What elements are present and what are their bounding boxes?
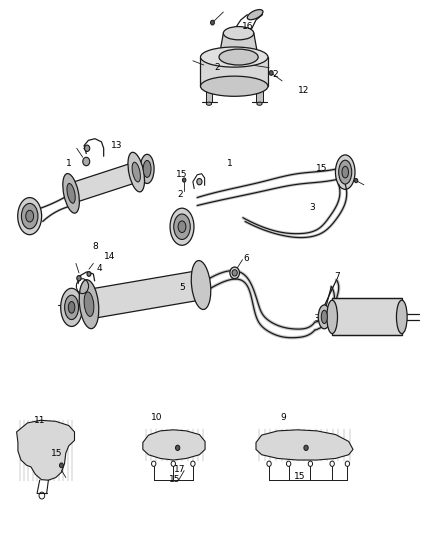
- Ellipse shape: [60, 463, 64, 468]
- Polygon shape: [206, 86, 212, 102]
- Ellipse shape: [339, 160, 352, 184]
- Text: 8: 8: [92, 242, 98, 251]
- Ellipse shape: [206, 102, 212, 106]
- Ellipse shape: [321, 310, 327, 324]
- Ellipse shape: [269, 70, 273, 75]
- Polygon shape: [256, 86, 262, 102]
- Text: 2: 2: [273, 70, 279, 79]
- Text: 15: 15: [294, 472, 305, 481]
- Text: 16: 16: [241, 22, 253, 31]
- Text: 14: 14: [104, 253, 115, 262]
- Ellipse shape: [304, 445, 308, 450]
- Text: 17: 17: [174, 465, 186, 473]
- Ellipse shape: [143, 160, 151, 177]
- Polygon shape: [219, 33, 258, 57]
- Text: 15: 15: [51, 449, 63, 458]
- Text: 11: 11: [34, 416, 46, 425]
- Ellipse shape: [140, 155, 154, 183]
- Ellipse shape: [232, 270, 237, 276]
- Ellipse shape: [336, 155, 355, 189]
- Text: 2: 2: [177, 190, 183, 199]
- Ellipse shape: [174, 214, 190, 239]
- Ellipse shape: [191, 261, 211, 310]
- Text: 6: 6: [244, 254, 249, 263]
- Ellipse shape: [396, 300, 407, 334]
- Ellipse shape: [87, 272, 91, 276]
- Ellipse shape: [77, 276, 81, 281]
- Ellipse shape: [68, 302, 75, 313]
- Ellipse shape: [211, 20, 215, 25]
- Ellipse shape: [67, 183, 75, 203]
- Text: 12: 12: [298, 86, 310, 95]
- Ellipse shape: [132, 162, 141, 182]
- Polygon shape: [87, 270, 203, 319]
- Ellipse shape: [342, 166, 349, 178]
- Text: 7: 7: [335, 271, 340, 280]
- Ellipse shape: [223, 27, 254, 40]
- Text: 15: 15: [176, 170, 188, 179]
- Ellipse shape: [219, 49, 258, 65]
- Ellipse shape: [257, 102, 262, 106]
- Ellipse shape: [65, 295, 78, 320]
- Text: 15: 15: [315, 164, 327, 173]
- Text: 4: 4: [96, 264, 102, 272]
- Ellipse shape: [197, 179, 202, 185]
- Ellipse shape: [61, 288, 82, 327]
- Text: 3: 3: [310, 203, 315, 212]
- Ellipse shape: [85, 145, 90, 151]
- Ellipse shape: [247, 10, 263, 20]
- Ellipse shape: [63, 174, 79, 213]
- Ellipse shape: [18, 198, 42, 235]
- Ellipse shape: [354, 179, 358, 183]
- Polygon shape: [143, 430, 205, 460]
- Ellipse shape: [201, 76, 268, 96]
- Ellipse shape: [128, 152, 145, 192]
- Ellipse shape: [183, 178, 186, 182]
- Polygon shape: [256, 430, 353, 460]
- Text: 13: 13: [111, 141, 123, 150]
- Ellipse shape: [230, 267, 240, 279]
- Polygon shape: [332, 298, 402, 335]
- Polygon shape: [69, 162, 138, 203]
- Text: 15: 15: [169, 475, 180, 484]
- Ellipse shape: [84, 292, 94, 317]
- Ellipse shape: [26, 211, 34, 222]
- Text: 1: 1: [227, 159, 233, 167]
- Polygon shape: [17, 420, 74, 480]
- Ellipse shape: [327, 300, 338, 334]
- Text: 5: 5: [179, 283, 185, 292]
- Ellipse shape: [170, 208, 194, 245]
- Text: 10: 10: [152, 413, 163, 422]
- Ellipse shape: [318, 305, 330, 329]
- Ellipse shape: [83, 157, 90, 166]
- Text: 9: 9: [280, 413, 286, 422]
- Polygon shape: [200, 57, 268, 86]
- Ellipse shape: [176, 445, 180, 450]
- Ellipse shape: [178, 221, 186, 232]
- Ellipse shape: [79, 280, 99, 329]
- Text: 1: 1: [66, 159, 72, 167]
- Ellipse shape: [201, 47, 268, 67]
- Text: 2: 2: [214, 63, 219, 72]
- Ellipse shape: [21, 204, 38, 229]
